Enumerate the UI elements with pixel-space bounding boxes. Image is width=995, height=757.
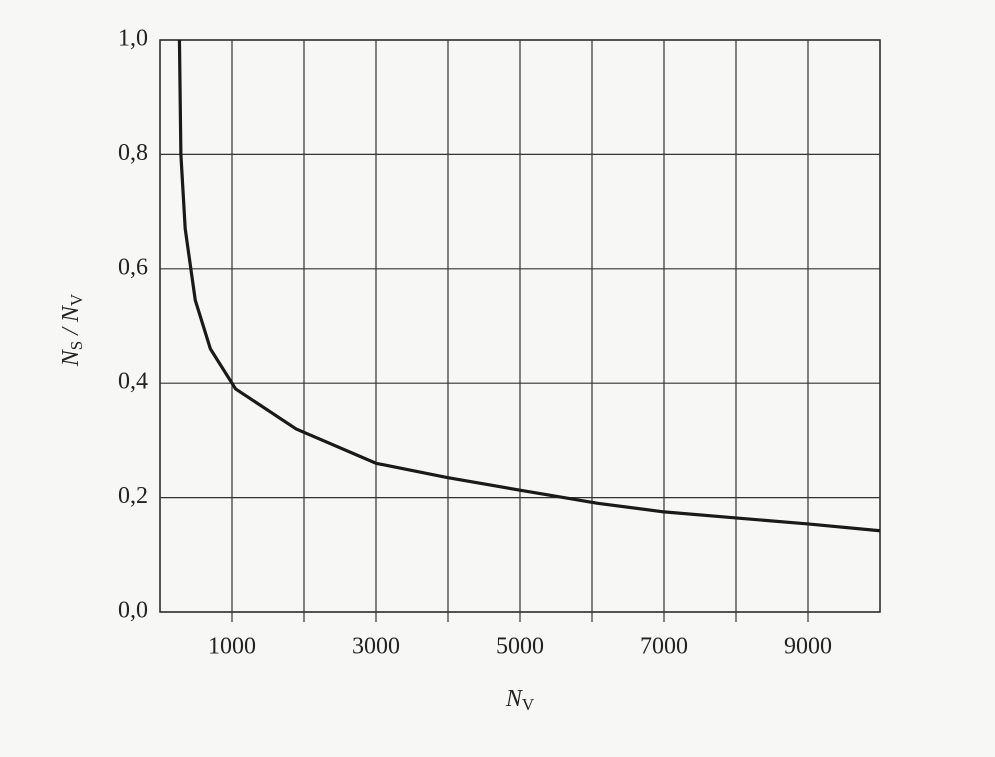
y-label-sub: S	[67, 341, 86, 350]
x-tick-label: 5000	[496, 634, 544, 660]
y-label-sub2: V	[67, 293, 86, 306]
x-axis-label: NV	[505, 686, 535, 714]
x-tick-label: 9000	[784, 634, 832, 660]
y-tick-label: 0,4	[118, 369, 148, 395]
y-tick-label: 1,0	[118, 26, 148, 52]
y-tick-label: 0,8	[118, 140, 148, 166]
y-axis-label: NS / NV	[58, 293, 86, 367]
x-label-main: N	[505, 686, 524, 712]
x-tick-label: 3000	[352, 634, 400, 660]
y-tick-label: 0,6	[118, 254, 148, 280]
y-tick-label: 0,0	[118, 598, 148, 624]
y-label-main: N	[58, 348, 84, 367]
x-tick-label: 7000	[640, 634, 688, 660]
y-tick-label: 0,2	[118, 483, 148, 509]
y-label-sep: / N	[58, 304, 84, 341]
x-tick-label: 1000	[208, 634, 256, 660]
x-label-sub: V	[522, 695, 535, 714]
data-line	[177, 39, 881, 533]
